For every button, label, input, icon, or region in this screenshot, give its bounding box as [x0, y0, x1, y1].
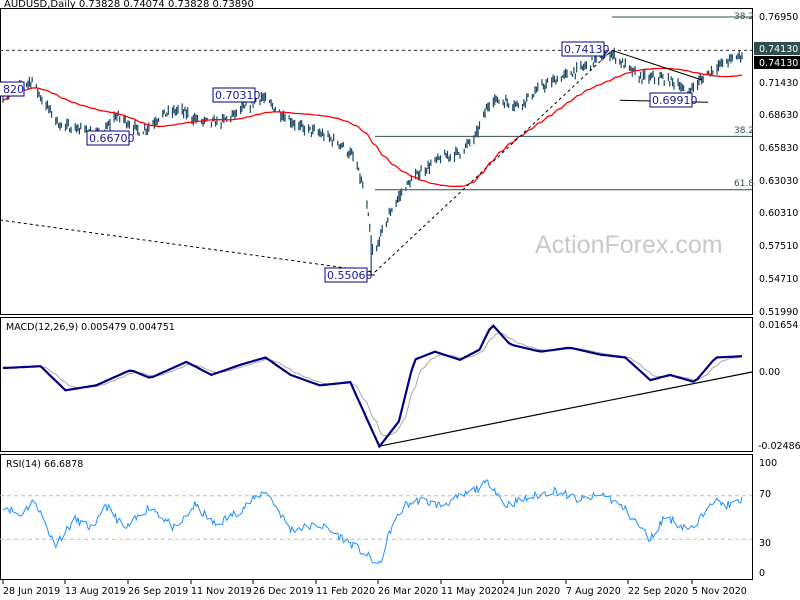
swing-label-5: 0.69910: [649, 92, 698, 108]
price-axis: 0.76950 0.74130 0.71430 0.68630 0.65830 …: [754, 12, 800, 318]
dotted-trendline: [0, 219, 376, 273]
price-tick: 0.76950: [759, 12, 798, 23]
price-tick: 0.57510: [759, 241, 798, 252]
moving-average-line: [2, 67, 743, 188]
date-tick: 26 Sep 2019: [128, 586, 188, 597]
price-tick: 0.51990: [759, 307, 798, 318]
macd-trendline: [379, 371, 753, 447]
macd-header: MACD(12,26,9) 0.005479 0.004751: [6, 322, 175, 333]
swing-label-1: 0.66700: [86, 130, 135, 146]
rsi-axis: 100 70 30 0: [759, 458, 777, 579]
macd-tick: 0.00: [759, 367, 780, 378]
rsi-header: RSI(14) 66.6878: [6, 459, 83, 470]
macd-tick: -0.02486: [758, 441, 800, 452]
svg-text:0.74130: 0.74130: [759, 44, 798, 55]
swing-label-2: 0.70310: [212, 87, 261, 103]
rsi-line: [2, 479, 743, 565]
rising-trendline: [374, 49, 613, 273]
svg-text:0.55060: 0.55060: [327, 269, 373, 282]
date-tick: 26 Dec 2019: [253, 586, 314, 597]
price-tick: 0.60310: [759, 208, 798, 219]
swing-label-3: 0.55060: [324, 267, 373, 283]
falling-trendline: [611, 49, 703, 81]
svg-text:820: 820: [3, 83, 24, 96]
price-tick: 0.65830: [759, 143, 798, 154]
svg-text:0.66700: 0.66700: [89, 132, 135, 145]
macd-tick: 0.01654: [759, 320, 798, 331]
swing-label-4: 0.74130: [561, 41, 610, 57]
price-panel: [0, 8, 753, 315]
fib-label-mid: 38.2: [734, 126, 754, 136]
price-tick: 0.68630: [759, 110, 798, 121]
swing-label-0: 820: [0, 81, 25, 97]
current-price-marker: 0.74130: [754, 42, 800, 55]
date-tick: 7 Aug 2020: [566, 586, 621, 597]
date-tick: 11 Feb 2020: [316, 586, 375, 597]
date-tick: 11 May 2020: [441, 586, 503, 597]
date-tick: 28 Jun 2019: [3, 586, 60, 597]
macd-line: [3, 324, 743, 449]
date-tick: 24 Jun 2020: [503, 586, 560, 597]
date-tick: 11 Nov 2019: [191, 586, 252, 597]
fib-label-low: 61.8: [734, 179, 754, 189]
annotations: [0, 16, 752, 276]
rsi-tick: 0: [759, 568, 765, 579]
price-tick: 0.71430: [759, 78, 798, 89]
date-tick: 5 Nov 2020: [692, 586, 747, 597]
watermark: ActionForex.com: [535, 231, 723, 259]
svg-text:0.69910: 0.69910: [652, 94, 698, 107]
rsi-lines: [0, 479, 752, 565]
price-tick: 0.63030: [759, 176, 798, 187]
date-tick: 26 Mar 2020: [378, 586, 438, 597]
rsi-panel: [0, 454, 753, 580]
macd-lines: [3, 324, 753, 449]
date-tick: 22 Sep 2020: [628, 586, 688, 597]
macd-panel: [0, 317, 753, 452]
price-tick: 0.74130: [759, 58, 798, 69]
symbol-header: AUDUSD,Daily 0.73828 0.74074 0.73828 0.7…: [4, 0, 254, 10]
date-tick: 13 Aug 2019: [65, 586, 126, 597]
svg-text:0.74130: 0.74130: [564, 43, 610, 56]
price-tick: 0.54710: [759, 274, 798, 285]
macd-axis: 0.01654 0.00 -0.02486: [758, 320, 800, 452]
macd-signal-line: [3, 332, 743, 437]
rsi-tick: 30: [759, 538, 771, 549]
svg-text:0.70310: 0.70310: [215, 89, 261, 102]
fib-label-top: 38.2: [734, 12, 754, 22]
rsi-tick: 100: [759, 458, 777, 469]
rsi-tick: 70: [759, 489, 771, 500]
date-axis: 28 Jun 2019 13 Aug 2019 26 Sep 2019 11 N…: [2, 580, 747, 597]
